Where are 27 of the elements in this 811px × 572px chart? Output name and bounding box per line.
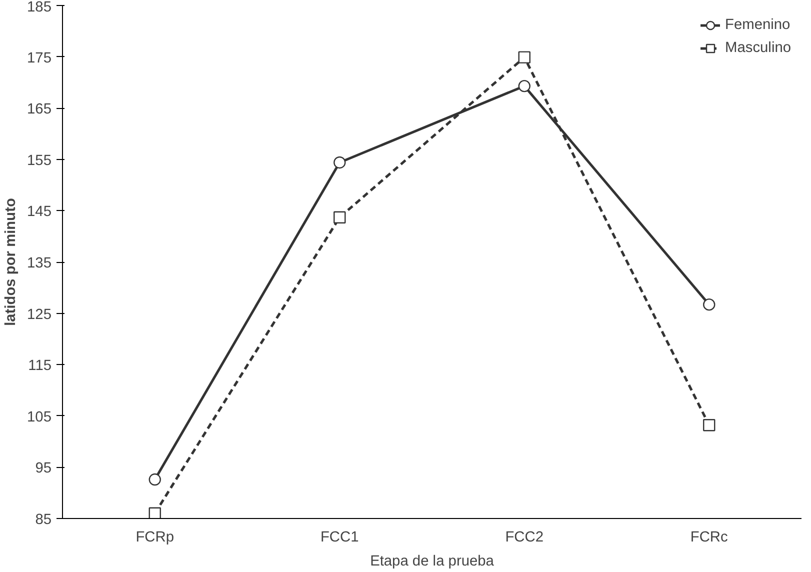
- point: [148, 507, 161, 518]
- point: [334, 156, 346, 169]
- x-axis-title: Etapa de la prueba: [370, 554, 495, 570]
- x-tick-label: FCC2: [505, 530, 544, 546]
- x-tick-label: FCC1: [320, 530, 359, 546]
- y-tick-label: 165: [27, 102, 52, 118]
- y-tick-label: 175: [27, 50, 52, 66]
- y-tick-label: 85: [35, 512, 52, 528]
- y-tick-label: 155: [27, 152, 52, 169]
- y-tick-label: 135: [27, 256, 52, 272]
- y-axis-title: latidos por minuto: [3, 198, 20, 326]
- y-tick-label: 95: [35, 460, 52, 477]
- y-tick-label: 105: [27, 409, 52, 426]
- point: [334, 211, 346, 224]
- point: [518, 80, 530, 92]
- point: [703, 298, 716, 311]
- y-tick-label: 185: [27, 0, 52, 16]
- x-tick-label: FCRc: [690, 530, 728, 546]
- point: [703, 419, 716, 432]
- legend-label: Femenino: [725, 17, 790, 33]
- legend-label: Masculino: [725, 40, 791, 56]
- y-tick-label: 145: [27, 204, 52, 220]
- point: [148, 473, 161, 486]
- x-tick-label: FCRp: [136, 530, 174, 546]
- y-tick-label: 115: [28, 358, 52, 374]
- point: [518, 51, 530, 64]
- y-tick-label: 125: [27, 306, 52, 323]
